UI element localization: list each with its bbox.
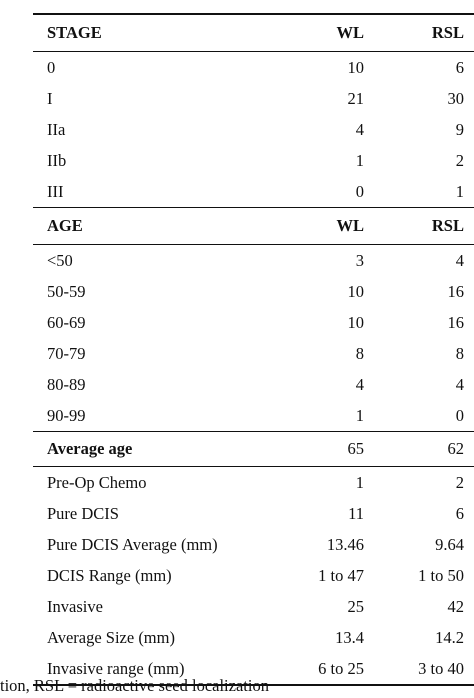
- wl-value: 1: [355, 405, 364, 425]
- wl-value: 1: [355, 150, 364, 170]
- rsl-value: 6: [455, 57, 464, 77]
- rsl-value: 4: [455, 250, 464, 270]
- table-row: Invasive range (mm) 6 to 25 3 to 40: [33, 653, 474, 686]
- rsl-value: 2: [455, 150, 464, 170]
- rsl-value: 1: [455, 181, 464, 201]
- wl-value: 6 to 25: [258, 653, 364, 686]
- table-row: 80-89 4 4: [33, 369, 474, 400]
- row-label: Pre-Op Chemo: [47, 472, 147, 492]
- rsl-value: 2: [455, 472, 464, 492]
- rsl-value: 16: [447, 281, 465, 301]
- row-label: <50: [47, 250, 73, 270]
- table-row: Invasive 25 42: [33, 591, 474, 622]
- row-label: IIb: [47, 150, 67, 170]
- table-row: I 21 30: [33, 83, 474, 114]
- row-label: 90-99: [47, 405, 86, 425]
- wl-value: 10: [347, 57, 365, 77]
- wl-value: 3: [355, 250, 364, 270]
- rsl-value: 0: [455, 405, 464, 425]
- rsl-value: 62: [364, 431, 474, 467]
- wl-value: 10: [347, 312, 365, 332]
- table-row: 60-69 10 16: [33, 307, 474, 338]
- rsl-value: 9: [455, 119, 464, 139]
- table-row: IIb 1 2: [33, 145, 474, 176]
- rsl-value: 16: [447, 312, 465, 332]
- table-row: DCIS Range (mm) 1 to 47 1 to 50: [33, 560, 474, 591]
- rsl-value: 9.64: [435, 534, 464, 554]
- average-age-label: Average age: [33, 431, 258, 467]
- rsl-value: 30: [447, 88, 465, 108]
- rsl-column-header: RSL: [364, 13, 474, 52]
- wl-value: 4: [355, 374, 364, 394]
- stage-header-row: STAGE WL RSL: [33, 13, 474, 52]
- rsl-value: 6: [455, 503, 464, 523]
- average-age-row: Average age 65 62: [33, 431, 474, 467]
- wl-value: 4: [355, 119, 364, 139]
- table-row: Average Size (mm) 13.4 14.2: [33, 622, 474, 653]
- row-label: III: [47, 181, 64, 201]
- table-row: Pre-Op Chemo 1 2: [33, 467, 474, 499]
- results-table: STAGE WL RSL 0 10 6 I 21 30 IIa 4 9 IIb …: [33, 13, 474, 686]
- rsl-column-header: RSL: [364, 207, 474, 245]
- row-label: Average Size (mm): [47, 627, 175, 647]
- wl-value: 8: [355, 343, 364, 363]
- row-label: 70-79: [47, 343, 86, 363]
- age-header-row: AGE WL RSL: [33, 207, 474, 245]
- wl-column-header: WL: [258, 207, 364, 245]
- rsl-value: 14.2: [435, 627, 464, 647]
- table-row: 0 10 6: [33, 52, 474, 84]
- row-label: 50-59: [47, 281, 86, 301]
- row-label: 0: [47, 57, 56, 77]
- table-footnote: tion, RSL = radioactive seed localizatio…: [0, 676, 269, 695]
- rsl-value: 4: [455, 374, 464, 394]
- rsl-value: 1 to 50: [418, 565, 464, 585]
- wl-value: 13.46: [326, 534, 364, 554]
- row-label: Invasive range (mm): [33, 653, 258, 686]
- rsl-value: 42: [447, 596, 465, 616]
- table-row: 90-99 1 0: [33, 400, 474, 432]
- row-label: Invasive: [47, 596, 103, 616]
- wl-value: 0: [355, 181, 364, 201]
- row-label: Pure DCIS Average (mm): [47, 534, 218, 554]
- wl-value: 1: [355, 472, 364, 492]
- wl-value: 65: [258, 431, 364, 467]
- table-row: 50-59 10 16: [33, 276, 474, 307]
- row-label: Pure DCIS: [47, 503, 119, 523]
- wl-value: 11: [348, 503, 364, 523]
- wl-column-header: WL: [258, 13, 364, 52]
- table-row: IIa 4 9: [33, 114, 474, 145]
- table-row: <50 3 4: [33, 245, 474, 277]
- table-title-partial: ults: [2, 0, 27, 5]
- table-row: Pure DCIS Average (mm) 13.46 9.64: [33, 529, 474, 560]
- row-label: IIa: [47, 119, 66, 139]
- wl-value: 21: [347, 88, 365, 108]
- table-row: Pure DCIS 11 6: [33, 498, 474, 529]
- wl-value: 13.4: [335, 627, 364, 647]
- wl-value: 10: [347, 281, 365, 301]
- row-label: I: [47, 88, 53, 108]
- row-label: DCIS Range (mm): [47, 565, 172, 585]
- age-header-label: AGE: [33, 207, 258, 245]
- rsl-value: 8: [455, 343, 464, 363]
- wl-value: 1 to 47: [318, 565, 364, 585]
- stage-header-label: STAGE: [33, 13, 258, 52]
- table-row: 70-79 8 8: [33, 338, 474, 369]
- wl-value: 25: [347, 596, 365, 616]
- rsl-value: 3 to 40: [364, 653, 474, 686]
- row-label: 80-89: [47, 374, 86, 394]
- table-row: III 0 1: [33, 176, 474, 208]
- row-label: 60-69: [47, 312, 86, 332]
